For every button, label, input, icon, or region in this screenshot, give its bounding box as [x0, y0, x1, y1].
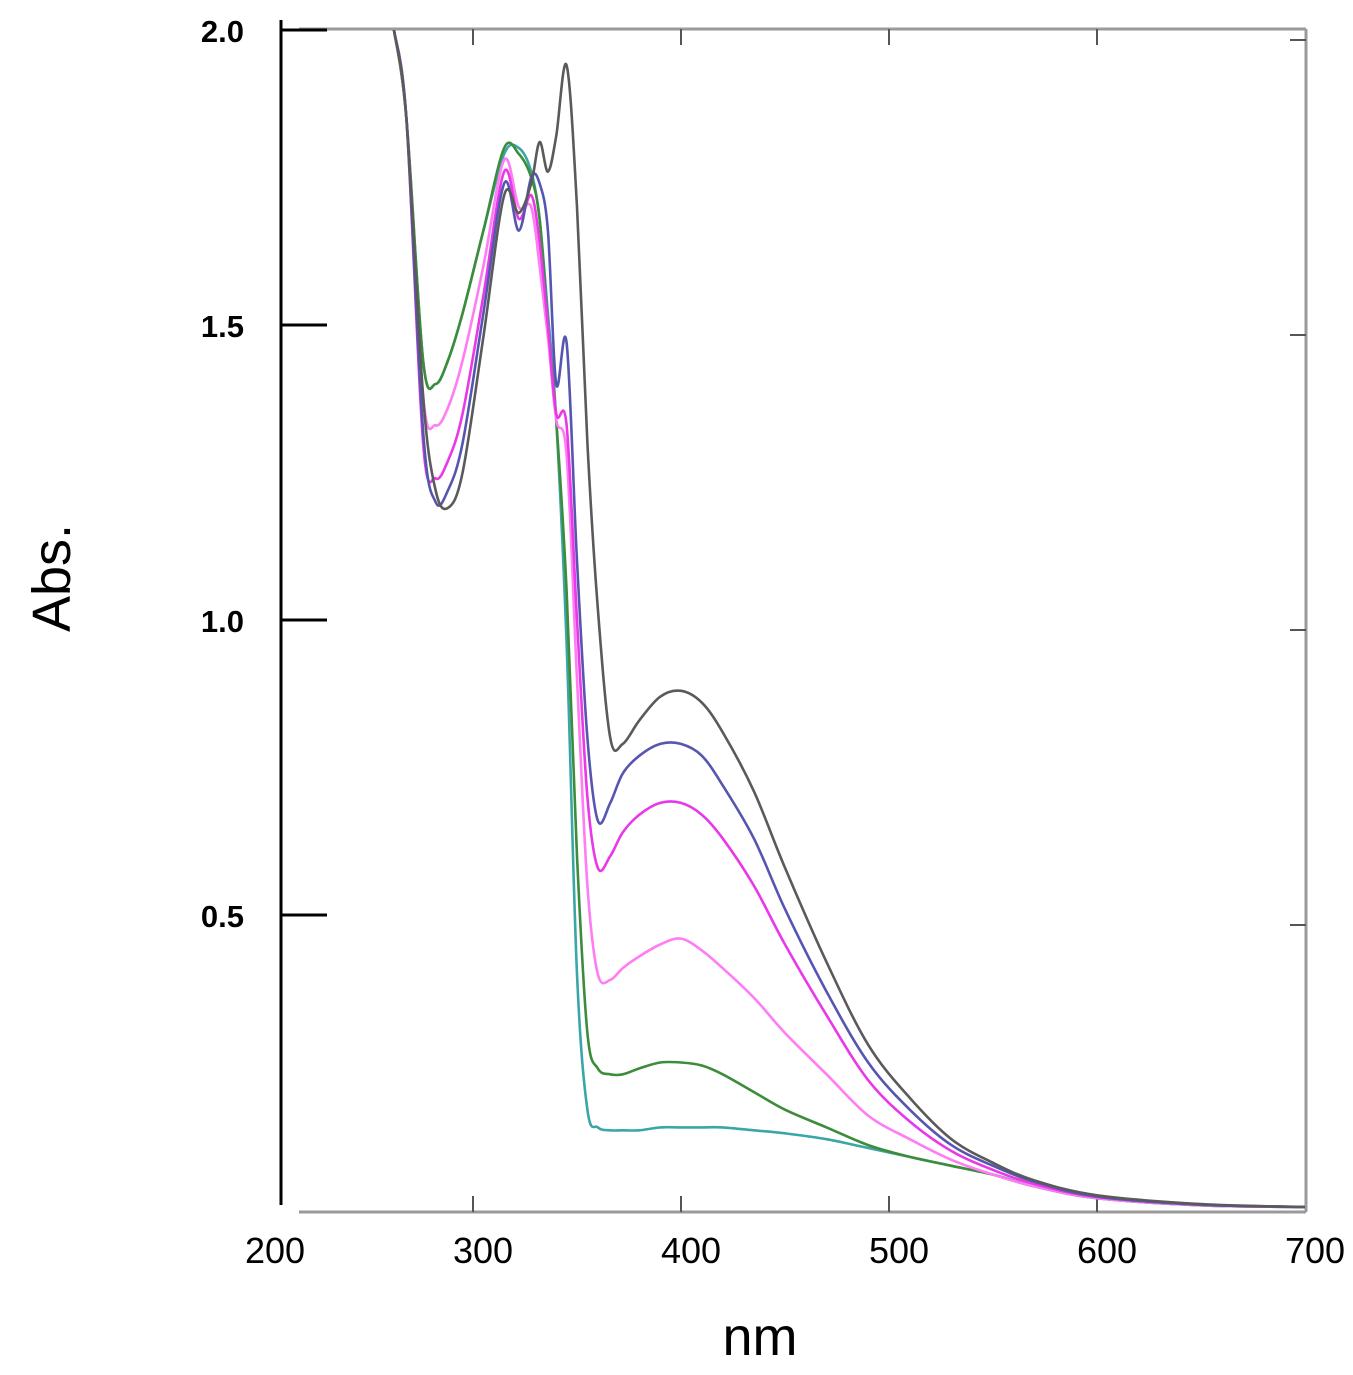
- x-tick-label-5: 700: [1285, 1230, 1345, 1271]
- x-axis-label: nm: [722, 1307, 797, 1367]
- series-line-4: [392, 30, 1305, 1209]
- y-tick-label-0: 0.5: [201, 899, 244, 934]
- x-tick-label-3: 500: [869, 1230, 929, 1271]
- y-axis-label: Abs.: [22, 524, 82, 632]
- x-tick-label-1: 300: [453, 1230, 513, 1271]
- series-line-2: [392, 30, 1305, 1209]
- y-tick-labels: 0.5 1.0 1.5 2.0: [201, 14, 244, 934]
- plot-frame: [279, 20, 1308, 1214]
- x-tick-label-4: 600: [1077, 1230, 1137, 1271]
- x-tick-labels: 200 300 400 500 600 700: [245, 1230, 1345, 1271]
- y-tick-label-1: 1.0: [201, 604, 244, 639]
- axis-ticks: [281, 28, 1306, 1212]
- y-tick-label-3: 2.0: [201, 14, 244, 49]
- series-line-3: [392, 30, 1305, 1209]
- x-tick-label-2: 400: [661, 1230, 721, 1271]
- series-line-0: [392, 30, 1305, 1209]
- x-tick-label-0: 200: [245, 1230, 305, 1271]
- series-layer: [392, 30, 1305, 1209]
- y-tick-label-2: 1.5: [201, 309, 244, 344]
- series-line-1: [392, 30, 1305, 1209]
